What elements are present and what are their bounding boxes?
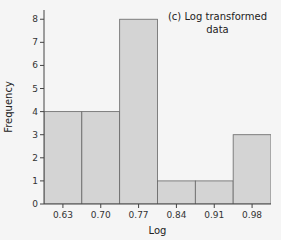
x-tick (100, 204, 101, 208)
x-tick-label: 0.84 (166, 210, 186, 220)
y-tick (40, 65, 44, 66)
y-tick (40, 42, 44, 43)
y-tick (40, 204, 44, 205)
y-tick (40, 134, 44, 135)
y-tick-label: 5 (32, 84, 38, 94)
title-line: (c) Log transformed (168, 11, 267, 22)
chart-title: (c) Log transformed data (168, 11, 267, 35)
x-tick-label: 0.63 (53, 210, 73, 220)
y-tick-label: 0 (32, 199, 38, 209)
x-tick (138, 204, 139, 208)
histogram-bar (120, 19, 158, 204)
y-tick-label: 4 (32, 107, 38, 117)
x-tick-label: 0.77 (129, 210, 149, 220)
y-tick (40, 111, 44, 112)
title-line: data (206, 24, 229, 35)
histogram-bar (233, 135, 271, 204)
y-tick-label: 6 (32, 60, 38, 70)
x-tick (176, 204, 177, 208)
y-axis-line (44, 10, 45, 204)
y-tick-label: 3 (32, 130, 38, 140)
x-tick-label: 0.91 (204, 210, 224, 220)
histogram-bar (195, 181, 233, 204)
y-tick (40, 180, 44, 181)
x-tick (62, 204, 63, 208)
histogram-bar (158, 181, 196, 204)
y-tick (40, 88, 44, 89)
y-tick-label: 1 (32, 176, 38, 186)
chart-container: 0.63 0.70 0.77 0.84 0.91 0.98 0 1 2 3 4 5 6 7 8 Log Freq… (0, 0, 281, 240)
histogram-bar (44, 112, 82, 204)
x-tick (214, 204, 215, 208)
y-axis-label: Frequency (3, 81, 14, 133)
bars (44, 19, 271, 204)
y-tick-label: 8 (32, 14, 38, 24)
y-tick (40, 157, 44, 158)
x-tick (252, 204, 253, 208)
chart-svg: 0.63 0.70 0.77 0.84 0.91 0.98 0 1 2 3 4 5 6 7 8 Log Freq… (0, 0, 281, 240)
x-tick-label: 0.98 (242, 210, 262, 220)
y-tick-label: 7 (32, 37, 38, 47)
x-tick-label: 0.70 (91, 210, 111, 220)
y-tick-label: 2 (32, 153, 38, 163)
x-axis-line (44, 204, 271, 205)
y-tick (40, 19, 44, 20)
histogram-bar (82, 112, 120, 204)
x-axis-label: Log (149, 225, 167, 236)
